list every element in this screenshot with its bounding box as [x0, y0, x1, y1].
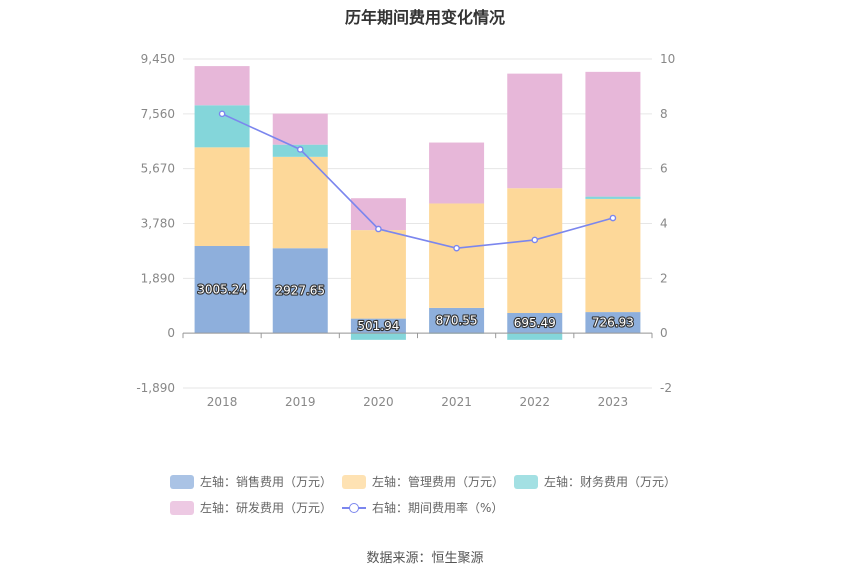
legend-label: 左轴：研发费用（万元）	[200, 501, 333, 515]
left-tick-label: 0	[167, 326, 175, 340]
left-tick-label: -1,890	[136, 381, 175, 395]
x-tick-label: 2023	[598, 395, 629, 409]
bar-segment-4	[350, 198, 406, 231]
legend-label: 左轴：销售费用（万元）	[200, 475, 333, 489]
right-tick-label: 4	[660, 217, 668, 231]
data-label: 870.55	[436, 314, 478, 328]
rate-point	[531, 236, 539, 244]
legend-item[interactable]: 右轴：期间费用率（%）	[342, 499, 503, 516]
bar-segment-1	[585, 312, 641, 334]
left-tick-label: 1,890	[141, 271, 175, 285]
rate-point	[609, 214, 617, 222]
bar-segment-2	[350, 230, 406, 319]
data-label: 726.93	[592, 316, 634, 330]
legend-line-icon	[342, 501, 366, 515]
legend-swatch-icon	[514, 474, 538, 489]
right-tick-label: 6	[660, 162, 668, 176]
right-tick-label: -2	[660, 381, 672, 395]
bar-segment-2	[194, 147, 250, 246]
bar-segment-2	[507, 188, 563, 313]
left-tick-label: 5,670	[141, 162, 175, 176]
rate-line	[221, 113, 614, 249]
bar-segment-2	[272, 156, 328, 249]
source-text: 数据来源：恒生聚源	[366, 551, 484, 566]
legend-item[interactable]: 左轴：管理费用（万元）	[342, 473, 504, 490]
data-label: 3005.24	[197, 283, 247, 297]
rate-point	[296, 146, 304, 153]
bar-segment-4	[272, 113, 328, 145]
rate-point	[375, 225, 382, 233]
legend-item[interactable]: 左轴：销售费用（万元）	[170, 473, 332, 490]
bar-segment-4	[194, 66, 250, 106]
x-tick-label: 2020	[363, 395, 394, 409]
x-tick-label: 2021	[441, 395, 472, 409]
bar-segment-1	[194, 245, 250, 334]
right-tick-label: 0	[660, 326, 668, 340]
bar-segment-4	[429, 142, 485, 204]
legend-label: 左轴：财务费用（万元）	[544, 475, 677, 489]
right-tick-label: 2	[660, 271, 668, 285]
bar-segment-3	[350, 333, 406, 340]
bar-segment-3	[585, 196, 641, 199]
legend-swatch-icon	[170, 474, 194, 489]
legend-label: 左轴：管理费用（万元）	[372, 475, 505, 489]
bar-segment-1	[429, 307, 485, 334]
x-tick-label: 2018	[207, 395, 238, 409]
bar-segment-2	[429, 203, 485, 308]
right-tick-label: 8	[660, 107, 668, 121]
data-label: 695.49	[514, 316, 556, 330]
rate-point	[218, 110, 226, 118]
chart-title: 历年期间费用变化情况	[344, 8, 505, 27]
data-label: 501.94	[357, 319, 399, 333]
legend-swatch-icon	[170, 500, 194, 515]
right-tick-label: 10	[660, 52, 675, 66]
legend-item[interactable]: 左轴：研发费用（万元）	[170, 499, 332, 516]
rate-point	[453, 244, 460, 252]
bar-segment-1	[272, 248, 328, 334]
legend-swatch-icon	[342, 474, 366, 489]
x-tick-label: 2022	[519, 395, 550, 409]
legend-item[interactable]: 左轴：财务费用（万元）	[514, 473, 676, 490]
bar-segment-4	[585, 71, 641, 197]
bar-segment-1	[507, 312, 563, 334]
legend-label: 右轴：期间费用率（%）	[372, 501, 504, 515]
left-tick-label: 3,780	[141, 217, 175, 231]
bar-segment-3	[507, 333, 563, 340]
left-tick-label: 9,450	[141, 52, 175, 66]
left-tick-label: 7,560	[141, 107, 175, 121]
bar-segment-4	[507, 73, 563, 189]
data-label: 2927.65	[275, 284, 325, 298]
x-tick-label: 2019	[285, 395, 316, 409]
bar-segment-1	[350, 318, 406, 334]
